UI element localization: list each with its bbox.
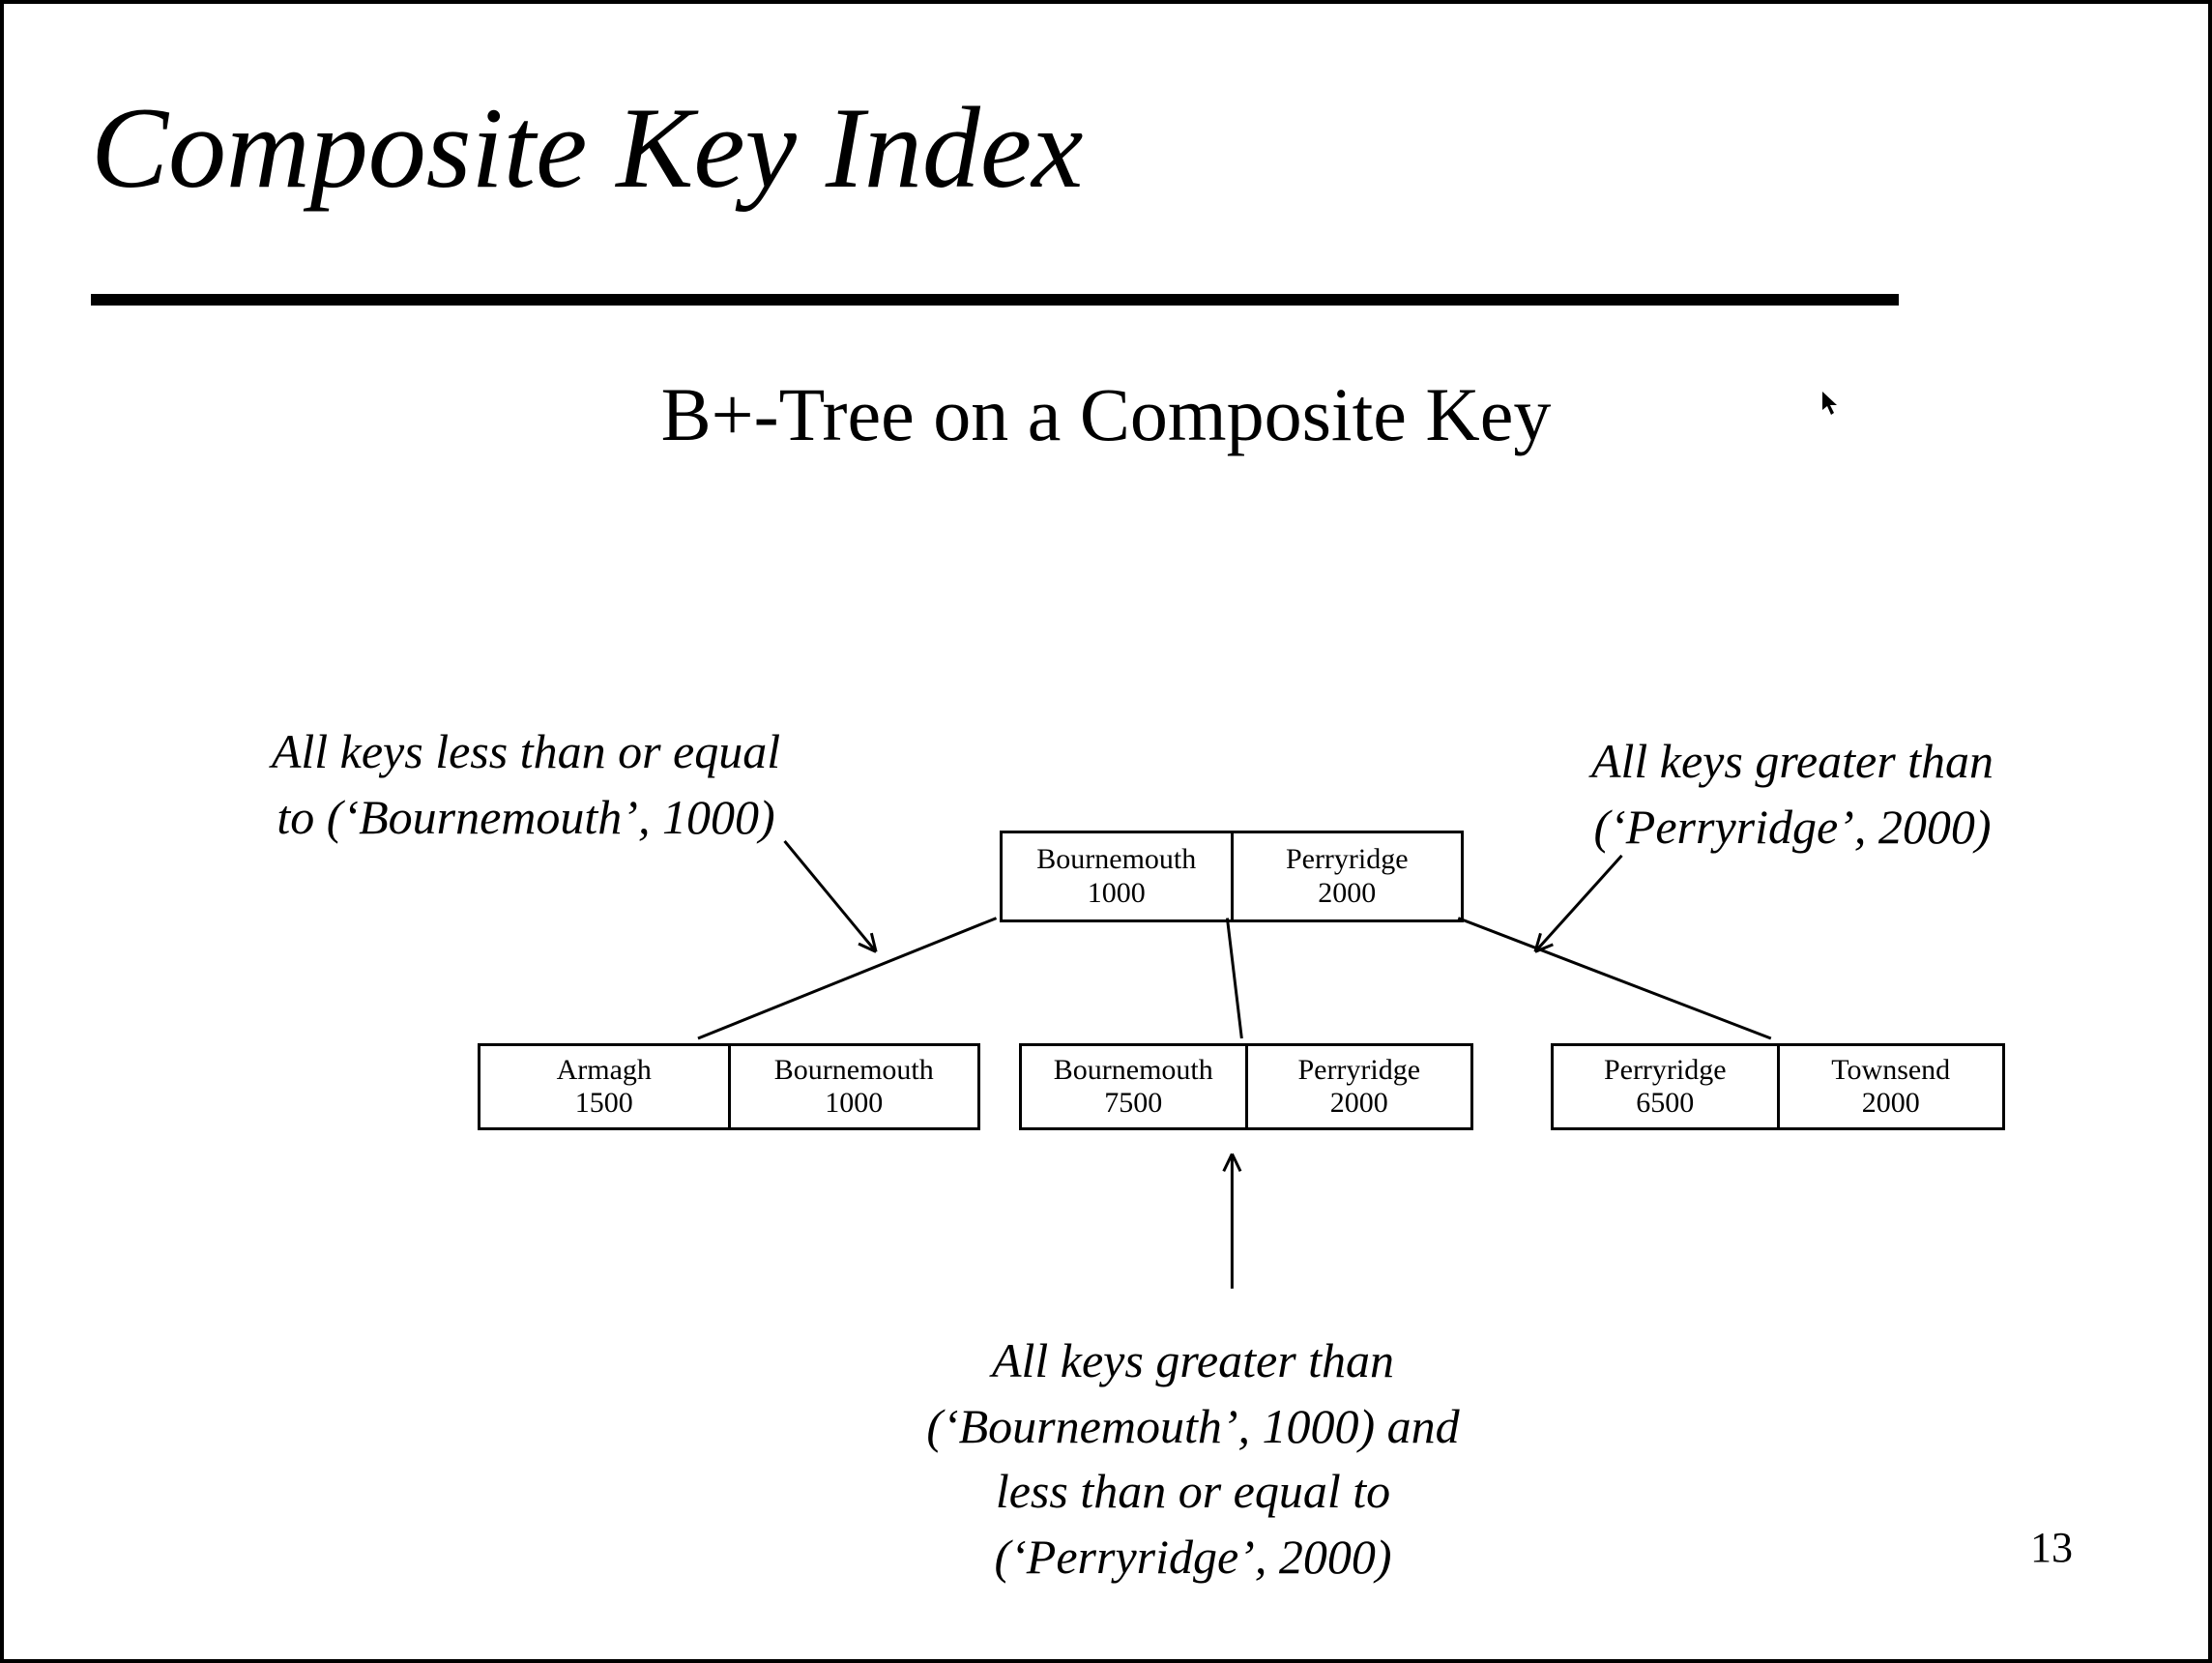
annotation-text: to (‘Bournemouth’, 1000)	[276, 790, 774, 844]
annotation-text: (‘Bournemouth’, 1000) and	[926, 1399, 1459, 1453]
btree-cell: Perryridge 6500	[1554, 1046, 1777, 1127]
annotation-bottom: All keys greater than (‘Bournemouth’, 10…	[884, 1328, 1502, 1590]
slide-subtitle: B+-Tree on a Composite Key	[4, 371, 2208, 458]
cell-value: 1000	[825, 1087, 883, 1121]
btree-cell: Bournemouth 7500	[1022, 1046, 1245, 1127]
cell-city: Townsend	[1831, 1054, 1950, 1088]
btree-cell: Armagh 1500	[480, 1046, 728, 1127]
slide-title: Composite Key Index	[91, 81, 1083, 215]
cell-city: Bournemouth	[1036, 843, 1196, 877]
annotation-text: less than or equal to	[996, 1464, 1390, 1518]
cell-value: 7500	[1104, 1087, 1162, 1121]
annotation-text: (‘Perryridge’, 2000)	[995, 1530, 1392, 1584]
annotation-text: All keys greater than	[1591, 734, 1994, 788]
annotation-left: All keys less than or equal to (‘Bournem…	[217, 719, 835, 850]
title-rule	[91, 294, 1899, 306]
btree-leaf-node: Bournemouth 7500 Perryridge 2000	[1019, 1043, 1473, 1130]
btree-cell: Bournemouth 1000	[1003, 833, 1231, 919]
annotation-text: (‘Perryridge’, 2000)	[1594, 800, 1992, 854]
cell-city: Armagh	[557, 1054, 652, 1088]
cell-value: 2000	[1330, 1087, 1388, 1121]
cell-city: Bournemouth	[1054, 1054, 1213, 1088]
annotation-text: All keys less than or equal	[272, 724, 780, 778]
btree-leaf-node: Armagh 1500 Bournemouth 1000	[478, 1043, 980, 1130]
annotation-text: All keys greater than	[992, 1333, 1394, 1387]
cell-city: Bournemouth	[774, 1054, 934, 1088]
btree-leaf-node: Perryridge 6500 Townsend 2000	[1551, 1043, 2005, 1130]
cell-city: Perryridge	[1286, 843, 1409, 877]
cell-value: 1000	[1088, 877, 1146, 911]
page-number: 13	[2030, 1523, 2073, 1572]
annotation-right: All keys greater than (‘Perryridge’, 200…	[1541, 729, 2044, 860]
btree-cell: Perryridge 2000	[1231, 833, 1462, 919]
cell-value: 6500	[1636, 1087, 1694, 1121]
cell-value: 1500	[575, 1087, 633, 1121]
btree-cell: Townsend 2000	[1777, 1046, 2003, 1127]
btree-cell: Perryridge 2000	[1245, 1046, 1471, 1127]
cell-city: Perryridge	[1297, 1054, 1420, 1088]
btree-root-node: Bournemouth 1000 Perryridge 2000	[1000, 831, 1464, 922]
cursor-icon	[1821, 391, 1841, 423]
cell-value: 2000	[1318, 877, 1376, 911]
cell-city: Perryridge	[1604, 1054, 1727, 1088]
btree-cell: Bournemouth 1000	[728, 1046, 978, 1127]
cell-value: 2000	[1862, 1087, 1920, 1121]
slide: Composite Key Index B+-Tree on a Composi…	[0, 0, 2212, 1663]
